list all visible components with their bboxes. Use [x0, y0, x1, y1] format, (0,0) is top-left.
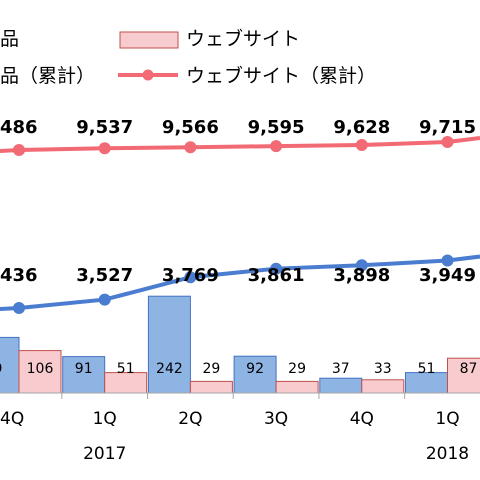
cumulative-label-product-4: 3,898	[333, 265, 390, 286]
bar-product-3	[233, 355, 277, 394]
bar-website-0	[18, 350, 62, 394]
product-cumulative-marker-4	[355, 259, 368, 272]
x-label-0: 4Q	[0, 409, 24, 429]
legend-website-swatch	[119, 31, 179, 49]
website-cumulative-marker-1	[98, 142, 111, 155]
bar-label-website-4: 33	[374, 361, 392, 377]
bar-product-2	[147, 295, 191, 394]
bar-label-website-1: 51	[117, 361, 135, 377]
bar-label-website-0: 106	[27, 361, 54, 377]
x-label-1: 1Q	[93, 409, 117, 429]
year-label-0: 2017	[83, 444, 126, 464]
cumulative-label-product-5: 3,949	[419, 265, 476, 286]
line-product-cumulative	[0, 254, 480, 314]
cumulative-label-website-3: 9,595	[248, 117, 305, 138]
bar-label-product-5: 51	[418, 361, 436, 377]
website-cumulative-marker-0	[13, 144, 25, 156]
bars-product	[0, 295, 448, 394]
bar-product-4	[319, 377, 363, 394]
cumulative-label-website-4: 9,628	[333, 117, 390, 138]
cumulative-labels: 486 9,537 9,566 9,595 9,628 9,715 436 3,527 3,76…	[0, 117, 476, 286]
website-cumulative-path	[0, 135, 480, 153]
bar-label-website-5: 87	[460, 361, 478, 377]
cumulative-label-product-3: 3,861	[248, 265, 305, 286]
bar-website-2	[189, 380, 233, 394]
legend-website-cum-label: ウェブサイト（累計）	[186, 64, 376, 87]
bar-label-product-2: 242	[156, 361, 183, 377]
x-axis-ticks	[61, 393, 406, 399]
legend: 品 ウェブサイト 品（累計） ウェブサイト（累計）	[0, 27, 376, 87]
line-website-cumulative	[0, 135, 480, 156]
bar-product-0	[0, 336, 20, 394]
legend-website-cum-marker	[142, 69, 154, 81]
legend-website-label: ウェブサイト	[186, 27, 300, 50]
cumulative-label-website-5: 9,715	[419, 117, 476, 138]
website-cumulative-marker-4	[355, 139, 368, 152]
legend-product-cum-label: 品（累計）	[0, 65, 95, 87]
bar-label-product-0: 9	[0, 361, 2, 377]
cumulative-label-website-1: 9,537	[76, 117, 133, 138]
website-cumulative-marker-5	[441, 135, 454, 148]
cumulative-label-product-2: 3,769	[162, 265, 219, 286]
x-label-2: 2Q	[178, 409, 202, 429]
cumulative-label-website-2: 9,566	[162, 117, 219, 138]
bar-label-product-3: 92	[246, 361, 264, 377]
x-label-3: 3Q	[264, 409, 288, 429]
bar-label-website-3: 29	[288, 361, 306, 377]
bar-label-product-1: 91	[75, 361, 93, 377]
year-label-1: 2018	[426, 444, 469, 464]
product-cumulative-marker-5	[441, 254, 454, 267]
product-cumulative-marker-3	[270, 262, 283, 275]
website-cumulative-marker-2	[184, 141, 197, 154]
x-axis-labels: 4Q 1Q 2Q 3Q 4Q 1Q	[0, 409, 460, 429]
bar-website-4	[361, 379, 405, 394]
legend-product-label: 品	[0, 28, 19, 50]
product-cumulative-marker-2	[184, 271, 197, 284]
bar-label-website-2: 29	[202, 361, 220, 377]
product-cumulative-path	[0, 254, 480, 311]
product-cumulative-marker-0	[13, 302, 25, 314]
bars-website	[18, 350, 480, 394]
x-label-4: 4Q	[350, 409, 374, 429]
bar-labels: 9 91 242 92 37 51 106 51 29 29 33 87	[0, 361, 477, 377]
product-cumulative-marker-1	[98, 293, 111, 306]
cumulative-label-product-1: 3,527	[76, 265, 133, 286]
bar-label-product-4: 37	[332, 361, 350, 377]
cumulative-label-website-0: 486	[0, 117, 38, 138]
year-labels: 2017 2018	[83, 444, 469, 464]
website-cumulative-marker-3	[270, 140, 283, 153]
cumulative-label-product-0: 436	[0, 265, 38, 286]
bar-website-3	[275, 380, 319, 394]
x-label-5: 1Q	[435, 409, 459, 429]
